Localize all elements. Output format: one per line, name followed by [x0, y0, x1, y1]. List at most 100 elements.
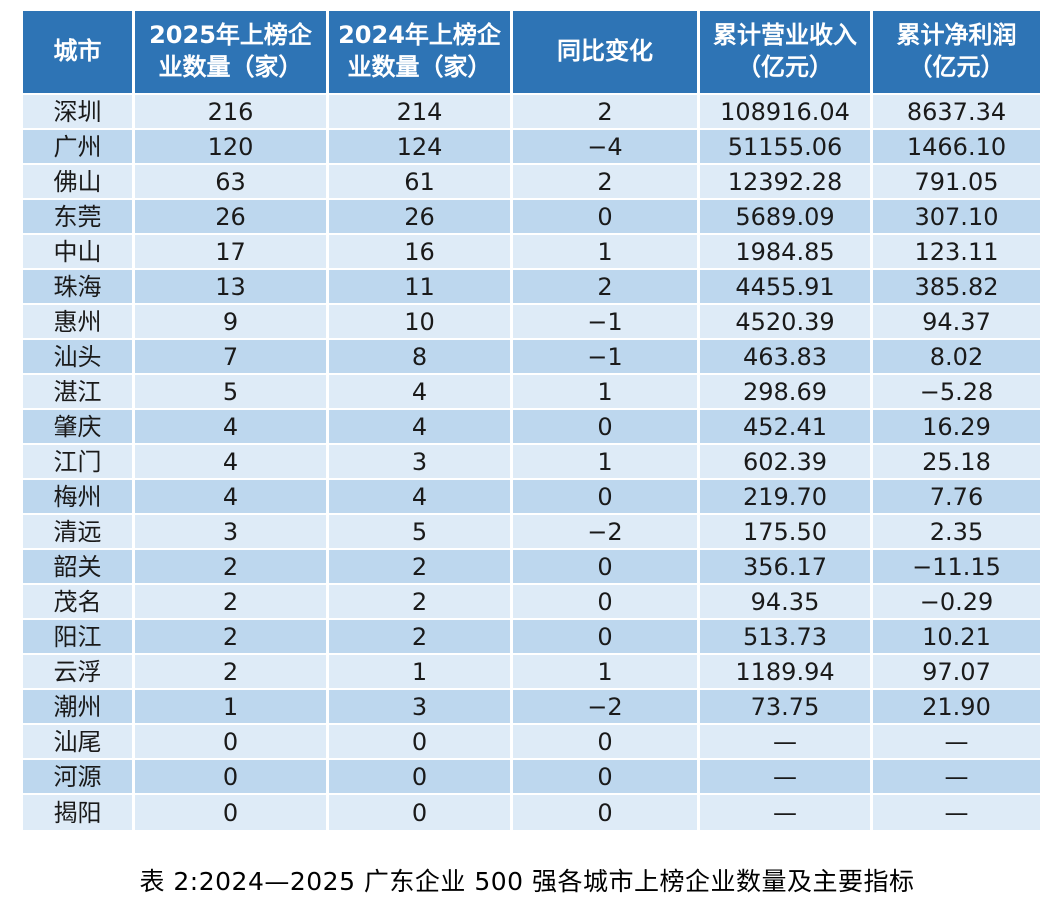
city-cell: 深圳 [23, 95, 135, 130]
value-cell: 2 [329, 585, 513, 620]
city-cell: 惠州 [23, 305, 135, 340]
value-cell: 2 [135, 620, 329, 655]
value-cell: 12392.28 [700, 165, 873, 200]
value-cell: 124 [329, 130, 513, 165]
table-row: 韶关 2 2 0 356.17 −11.15 [23, 550, 1040, 585]
column-header-yoy-change: 同比变化 [513, 11, 700, 95]
value-cell: 2 [135, 655, 329, 690]
value-cell: 0 [135, 725, 329, 760]
value-cell: 17 [135, 235, 329, 270]
table-row: 深圳 216 214 2 108916.04 8637.34 [23, 95, 1040, 130]
value-cell: 4455.91 [700, 270, 873, 305]
value-cell: −4 [513, 130, 700, 165]
table-row: 广州 120 124 −4 51155.06 1466.10 [23, 130, 1040, 165]
value-cell: 214 [329, 95, 513, 130]
value-cell: 1189.94 [700, 655, 873, 690]
value-cell: 5689.09 [700, 200, 873, 235]
value-cell: 1 [513, 445, 700, 480]
value-cell: 3 [135, 515, 329, 550]
value-cell: 0 [135, 795, 329, 830]
column-header-2024-count: 2024年上榜企 业数量（家） [329, 11, 513, 95]
value-cell: 73.75 [700, 690, 873, 725]
value-cell: — [873, 795, 1040, 830]
value-cell: 2 [135, 550, 329, 585]
value-cell: 123.11 [873, 235, 1040, 270]
value-cell: 3 [329, 445, 513, 480]
table-row: 汕头 7 8 −1 463.83 8.02 [23, 340, 1040, 375]
city-cell: 潮州 [23, 690, 135, 725]
city-cell: 汕尾 [23, 725, 135, 760]
value-cell: 0 [513, 410, 700, 445]
value-cell: 219.70 [700, 480, 873, 515]
value-cell: 8.02 [873, 340, 1040, 375]
value-cell: 2 [513, 270, 700, 305]
value-cell: 5 [135, 375, 329, 410]
table-row: 茂名 2 2 0 94.35 −0.29 [23, 585, 1040, 620]
value-cell: 4 [329, 480, 513, 515]
value-cell: 2 [513, 95, 700, 130]
value-cell: 175.50 [700, 515, 873, 550]
value-cell: 51155.06 [700, 130, 873, 165]
value-cell: 26 [135, 200, 329, 235]
value-cell: 26 [329, 200, 513, 235]
value-cell: 2 [135, 585, 329, 620]
value-cell: 61 [329, 165, 513, 200]
value-cell: 16 [329, 235, 513, 270]
city-cell: 肇庆 [23, 410, 135, 445]
value-cell: 385.82 [873, 270, 1040, 305]
value-cell: 10.21 [873, 620, 1040, 655]
value-cell: 513.73 [700, 620, 873, 655]
city-cell: 揭阳 [23, 795, 135, 830]
value-cell: 5 [329, 515, 513, 550]
table-row: 珠海 13 11 2 4455.91 385.82 [23, 270, 1040, 305]
value-cell: 120 [135, 130, 329, 165]
city-cell: 东莞 [23, 200, 135, 235]
city-cell: 梅州 [23, 480, 135, 515]
value-cell: 10 [329, 305, 513, 340]
value-cell: 97.07 [873, 655, 1040, 690]
value-cell: 602.39 [700, 445, 873, 480]
value-cell: 2.35 [873, 515, 1040, 550]
city-cell: 珠海 [23, 270, 135, 305]
city-cell: 韶关 [23, 550, 135, 585]
column-header-city: 城市 [23, 11, 135, 95]
value-cell: −11.15 [873, 550, 1040, 585]
value-cell: 0 [513, 200, 700, 235]
value-cell: 4 [135, 410, 329, 445]
table-row: 汕尾 0 0 0— — [23, 725, 1040, 760]
city-cell: 江门 [23, 445, 135, 480]
table-row: 东莞 26 26 0 5689.09 307.10 [23, 200, 1040, 235]
value-cell: — [700, 795, 873, 830]
value-cell: 25.18 [873, 445, 1040, 480]
value-cell: 8 [329, 340, 513, 375]
value-cell: −5.28 [873, 375, 1040, 410]
value-cell: 9 [135, 305, 329, 340]
value-cell: −2 [513, 690, 700, 725]
value-cell: 11 [329, 270, 513, 305]
table-row: 肇庆 4 4 0 452.41 16.29 [23, 410, 1040, 445]
table-row: 河源 0 0 0— — [23, 760, 1040, 795]
value-cell: 356.17 [700, 550, 873, 585]
value-cell: 2 [329, 550, 513, 585]
value-cell: 1466.10 [873, 130, 1040, 165]
value-cell: 0 [513, 550, 700, 585]
value-cell: 4520.39 [700, 305, 873, 340]
value-cell: — [873, 725, 1040, 760]
table-row: 江门 4 3 1 602.39 25.18 [23, 445, 1040, 480]
city-cell: 湛江 [23, 375, 135, 410]
city-cell: 阳江 [23, 620, 135, 655]
value-cell: 3 [329, 690, 513, 725]
value-cell: 1 [513, 375, 700, 410]
column-header-2025-count: 2025年上榜企 业数量（家） [135, 11, 329, 95]
value-cell: −0.29 [873, 585, 1040, 620]
value-cell: — [873, 760, 1040, 795]
value-cell: 0 [329, 760, 513, 795]
value-cell: 307.10 [873, 200, 1040, 235]
table-row: 中山 17 16 1 1984.85 123.11 [23, 235, 1040, 270]
value-cell: 298.69 [700, 375, 873, 410]
value-cell: 4 [135, 445, 329, 480]
value-cell: 7.76 [873, 480, 1040, 515]
value-cell: — [700, 725, 873, 760]
value-cell: 94.37 [873, 305, 1040, 340]
